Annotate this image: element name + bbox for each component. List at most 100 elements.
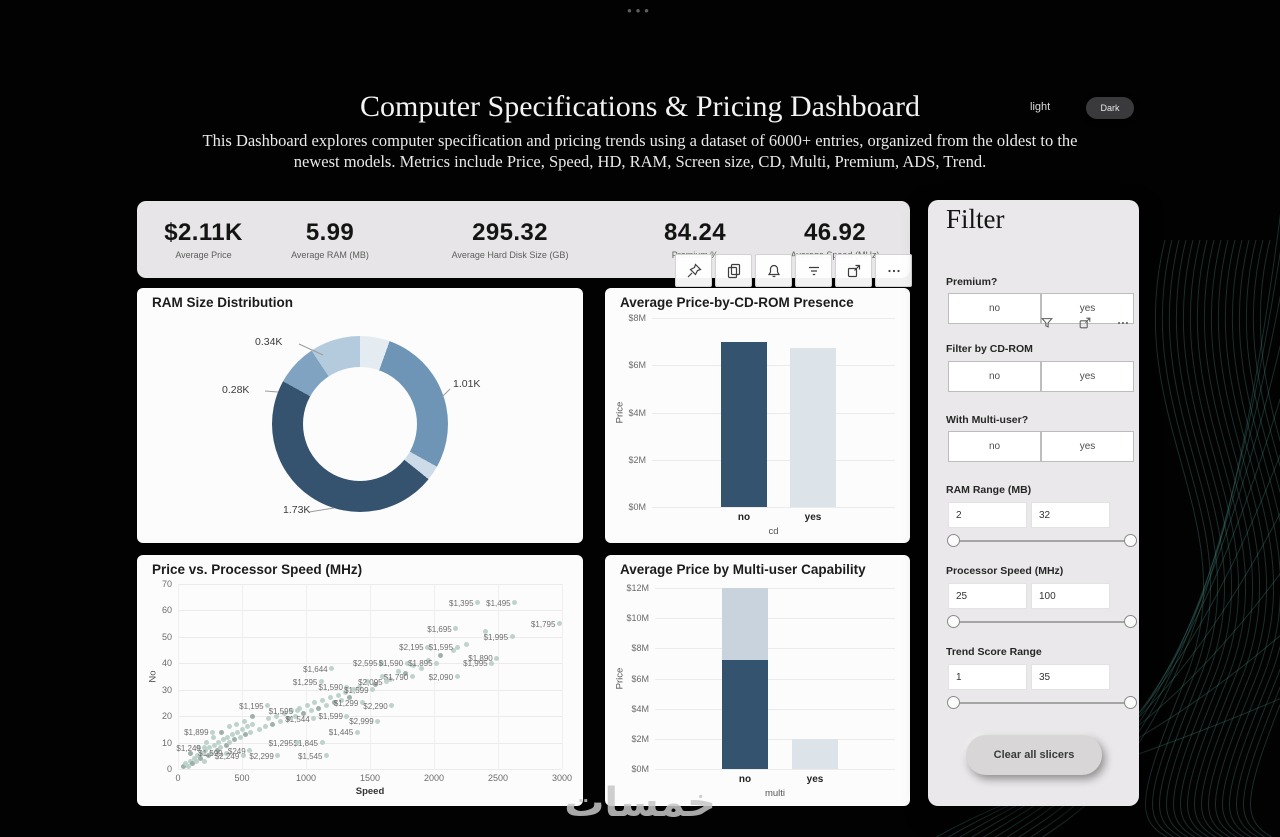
- scatter-point[interactable]: [194, 758, 200, 764]
- scatter-point[interactable]: [265, 703, 271, 709]
- scatter-point[interactable]: [316, 705, 322, 711]
- scatter-point[interactable]: [370, 687, 376, 693]
- scatter-point[interactable]: [437, 652, 443, 658]
- scatter-point[interactable]: [300, 711, 306, 716]
- scatter-point[interactable]: [195, 753, 201, 759]
- bar-chart-cdrom[interactable]: $0M $2M $4M $6M $8M no yes cd Price: [605, 288, 910, 543]
- scatter-point[interactable]: [304, 703, 310, 709]
- pin-button[interactable]: [675, 254, 712, 287]
- bar-no[interactable]: [722, 588, 768, 661]
- scatter-point[interactable]: [240, 753, 246, 759]
- scatter-point[interactable]: [277, 718, 283, 724]
- slider-handle-min[interactable]: [947, 534, 960, 547]
- scatter-point[interactable]: [203, 740, 209, 746]
- scatter-point[interactable]: [219, 729, 225, 735]
- scatter-point[interactable]: [454, 644, 460, 650]
- scatter-point[interactable]: [224, 750, 230, 756]
- theme-light-label[interactable]: light: [1030, 101, 1051, 113]
- slider-handle-min[interactable]: [947, 615, 960, 628]
- scatter-point[interactable]: [262, 724, 268, 730]
- more-options-button[interactable]: [875, 254, 912, 287]
- scatter-point[interactable]: [482, 629, 488, 635]
- scatter-point[interactable]: [343, 689, 349, 695]
- scatter-point[interactable]: [454, 674, 460, 679]
- trend-range-slider[interactable]: [947, 696, 1137, 709]
- cdrom-yes-button[interactable]: yes: [1041, 361, 1134, 392]
- scatter-point[interactable]: [411, 663, 417, 669]
- scatter-point[interactable]: [247, 729, 253, 735]
- bar-no[interactable]: [722, 660, 768, 769]
- scatter-point[interactable]: [257, 726, 263, 732]
- slider-handle-max[interactable]: [1124, 534, 1137, 547]
- scatter-point[interactable]: [312, 700, 318, 706]
- scatter-point[interactable]: [235, 729, 241, 735]
- premium-no-button[interactable]: no: [948, 293, 1041, 324]
- scatter-point[interactable]: [242, 718, 248, 724]
- scatter-point[interactable]: [186, 763, 192, 769]
- scatter-point[interactable]: [190, 761, 196, 767]
- bar-yes[interactable]: [790, 347, 836, 507]
- scatter-point[interactable]: [289, 708, 295, 714]
- scatter-point[interactable]: [389, 703, 395, 709]
- scatter-point[interactable]: [329, 666, 335, 672]
- scatter-point[interactable]: [475, 600, 481, 605]
- scatter-point[interactable]: [229, 732, 235, 738]
- scatter-point[interactable]: [224, 734, 230, 740]
- scatter-point[interactable]: [344, 713, 350, 719]
- scatter-point[interactable]: [206, 745, 212, 751]
- scatter-point[interactable]: [509, 634, 515, 640]
- scatter-point[interactable]: [285, 716, 291, 722]
- scatter-point[interactable]: [294, 708, 300, 714]
- scatter-point[interactable]: [232, 737, 238, 743]
- filter-button[interactable]: [795, 254, 832, 287]
- theme-dark-button[interactable]: Dark: [1086, 97, 1134, 119]
- scatter-point[interactable]: [450, 647, 456, 653]
- scatter-point[interactable]: [323, 753, 329, 759]
- donut-chart[interactable]: 1.01K 1.73K 0.28K 0.34K: [137, 288, 583, 543]
- scatter-point[interactable]: [357, 684, 363, 690]
- scatter-point[interactable]: [297, 705, 303, 711]
- multiuser-yes-button[interactable]: yes: [1041, 431, 1134, 462]
- scatter-point[interactable]: [214, 748, 220, 753]
- funnel-icon[interactable]: [1040, 316, 1054, 330]
- scatter-point[interactable]: [247, 748, 253, 753]
- scatter-point[interactable]: [387, 676, 393, 682]
- scatter-point[interactable]: [227, 740, 233, 746]
- scatter-point[interactable]: [372, 681, 378, 687]
- scatter-point[interactable]: [319, 740, 325, 746]
- speed-max-input[interactable]: [1031, 583, 1110, 609]
- trend-max-input[interactable]: [1031, 664, 1110, 690]
- scatter-point[interactable]: [211, 734, 217, 740]
- scatter-point[interactable]: [275, 753, 281, 759]
- scatter-point[interactable]: [375, 718, 381, 724]
- scatter-point[interactable]: [463, 642, 469, 648]
- scatter-point[interactable]: [201, 758, 207, 764]
- scatter-point[interactable]: [323, 703, 329, 709]
- scatter-point[interactable]: [339, 697, 345, 703]
- speed-range-slider[interactable]: [947, 615, 1137, 628]
- ram-min-input[interactable]: [948, 502, 1027, 528]
- focus-mode-button[interactable]: [835, 254, 872, 287]
- scatter-point[interactable]: [188, 750, 194, 756]
- scatter-point[interactable]: [266, 716, 272, 722]
- scatter-point[interactable]: [320, 697, 326, 703]
- scatter-point[interactable]: [209, 750, 215, 756]
- scatter-point[interactable]: [195, 745, 201, 751]
- scatter-point[interactable]: [350, 687, 356, 693]
- scatter-point[interactable]: [404, 660, 410, 666]
- scatter-point[interactable]: [199, 750, 205, 756]
- slider-handle-max[interactable]: [1124, 615, 1137, 628]
- scatter-point[interactable]: [250, 721, 256, 727]
- scatter-point[interactable]: [180, 763, 186, 769]
- scatter-point[interactable]: [240, 726, 246, 732]
- slider-handle-max[interactable]: [1124, 696, 1137, 709]
- scatter-point[interactable]: [379, 660, 385, 666]
- scatter-point[interactable]: [512, 600, 518, 605]
- bar-yes[interactable]: [792, 738, 838, 769]
- cdrom-no-button[interactable]: no: [948, 361, 1041, 392]
- scatter-point[interactable]: [453, 626, 459, 632]
- scatter-point[interactable]: [384, 679, 390, 685]
- scatter-point[interactable]: [242, 732, 248, 738]
- scatter-point[interactable]: [359, 700, 365, 706]
- scatter-point[interactable]: [281, 711, 287, 716]
